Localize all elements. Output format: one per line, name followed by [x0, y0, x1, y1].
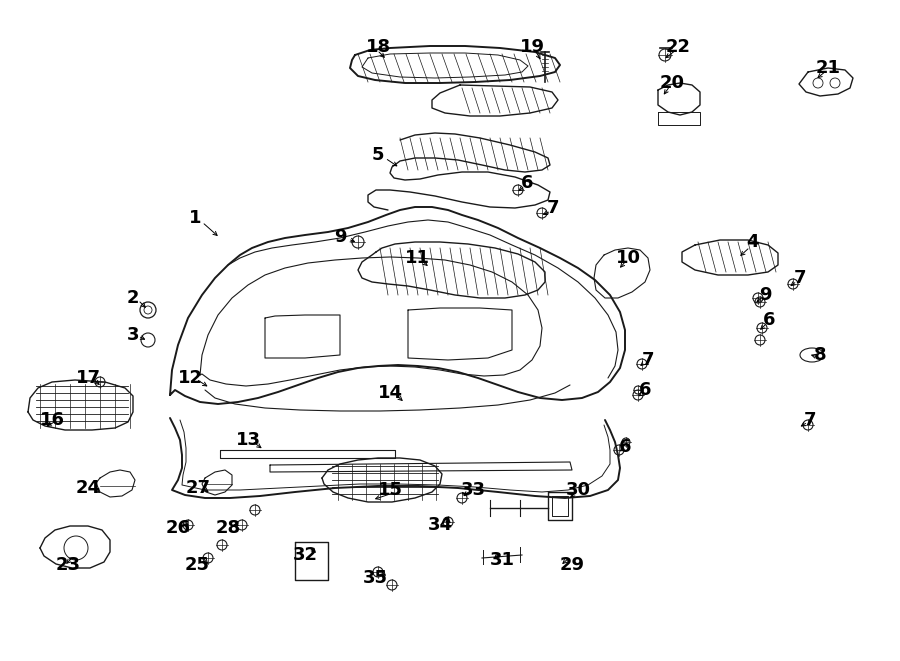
Text: 6: 6 — [763, 311, 775, 329]
Text: 33: 33 — [461, 481, 485, 499]
Text: 22: 22 — [665, 38, 690, 56]
Text: 6: 6 — [619, 438, 631, 456]
Text: 32: 32 — [292, 546, 318, 564]
Text: 6: 6 — [521, 174, 533, 192]
Text: 7: 7 — [804, 411, 816, 429]
Text: 15: 15 — [377, 481, 402, 499]
Text: 9: 9 — [759, 286, 771, 304]
Text: 25: 25 — [184, 556, 210, 574]
Text: 26: 26 — [166, 519, 191, 537]
Text: 34: 34 — [428, 516, 453, 534]
Text: 8: 8 — [814, 346, 826, 364]
Text: 7: 7 — [642, 351, 654, 369]
Text: 35: 35 — [363, 569, 388, 587]
Text: 9: 9 — [334, 228, 346, 246]
Text: 5: 5 — [372, 146, 384, 164]
Text: 1: 1 — [189, 209, 202, 227]
Text: 21: 21 — [815, 59, 841, 77]
Text: 6: 6 — [639, 381, 652, 399]
Text: 16: 16 — [40, 411, 65, 429]
Text: 23: 23 — [56, 556, 80, 574]
Text: 20: 20 — [660, 74, 685, 92]
Text: 10: 10 — [616, 249, 641, 267]
Text: 31: 31 — [490, 551, 515, 569]
Text: 19: 19 — [519, 38, 544, 56]
Text: 4: 4 — [746, 233, 758, 251]
Text: 2: 2 — [127, 289, 140, 307]
Text: 12: 12 — [177, 369, 202, 387]
Text: 7: 7 — [547, 199, 559, 217]
Text: 29: 29 — [560, 556, 584, 574]
Text: 18: 18 — [365, 38, 391, 56]
Text: 28: 28 — [215, 519, 240, 537]
Text: 30: 30 — [565, 481, 590, 499]
Text: 13: 13 — [236, 431, 260, 449]
Text: 24: 24 — [76, 479, 101, 497]
Text: 14: 14 — [377, 384, 402, 402]
Text: 3: 3 — [127, 326, 140, 344]
Text: 17: 17 — [76, 369, 101, 387]
Text: 7: 7 — [794, 269, 806, 287]
Text: 11: 11 — [404, 249, 429, 267]
Text: 27: 27 — [185, 479, 211, 497]
